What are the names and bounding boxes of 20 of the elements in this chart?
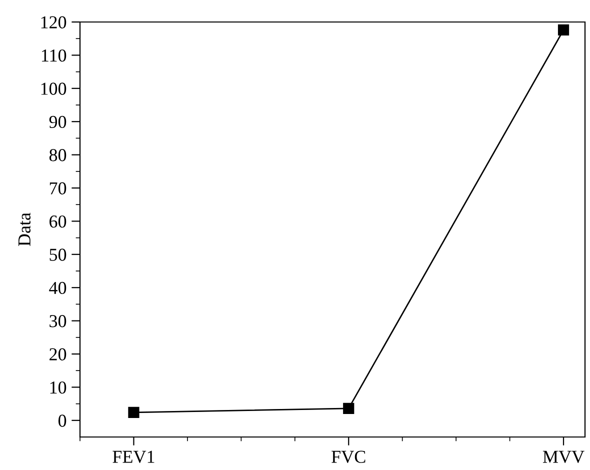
y-tick-label: 0 — [58, 414, 66, 427]
y-tick-label: 20 — [50, 348, 66, 360]
point — [558, 24, 570, 36]
y-tick-label: 100 — [41, 82, 66, 95]
y-tick-label: 60 — [50, 215, 66, 228]
x-tick-label: FVC — [332, 450, 366, 463]
y-axis-title: Data — [18, 212, 30, 246]
y-tick-label: 110 — [42, 49, 66, 62]
x-tick-label: MVV — [542, 450, 584, 463]
point — [128, 406, 140, 418]
y-tick-label: 90 — [49, 116, 66, 128]
y-tick-label: 30 — [50, 315, 66, 328]
y-tick-label: 50 — [50, 248, 66, 261]
y-tick-label: 40 — [49, 282, 66, 294]
y-tick-label: 120 — [41, 16, 66, 28]
y-tick-label: 80 — [49, 149, 66, 162]
x-tick-label: FEV1 — [112, 450, 154, 463]
point — [343, 402, 354, 414]
y-tick-label: 10 — [50, 381, 66, 394]
y-tick-label: 70 — [50, 182, 66, 194]
